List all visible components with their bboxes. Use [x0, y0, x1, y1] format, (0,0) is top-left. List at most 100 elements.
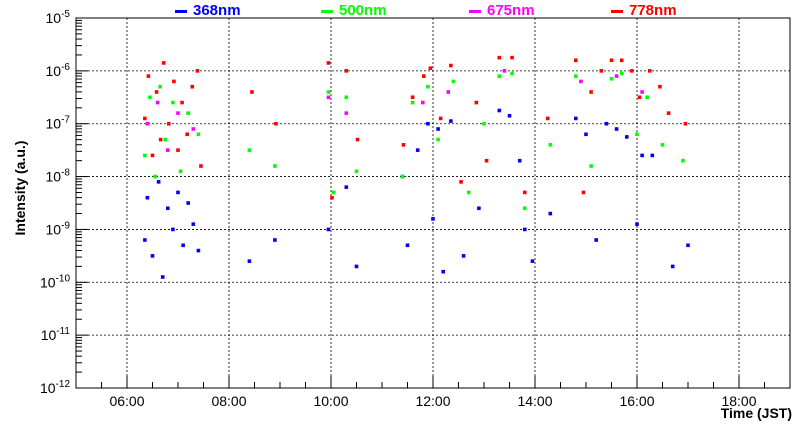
- point-368nm: [650, 153, 655, 158]
- point-778nm: [637, 95, 642, 100]
- point-500nm: [497, 74, 502, 78]
- point-368nm: [625, 135, 629, 139]
- point-500nm: [196, 132, 201, 137]
- point-368nm: [405, 243, 410, 248]
- point-368nm: [530, 259, 535, 263]
- point-500nm: [426, 84, 430, 89]
- point-368nm: [635, 222, 639, 226]
- point-778nm: [330, 195, 334, 200]
- point-675nm: [446, 90, 451, 94]
- x-tick-label: 06:00: [109, 393, 144, 409]
- point-368nm: [186, 201, 190, 205]
- x-tick-label: 16:00: [619, 393, 654, 409]
- point-500nm: [410, 100, 415, 105]
- legend-item-500nm: 500nm: [321, 2, 387, 19]
- point-500nm: [635, 132, 639, 137]
- point-778nm: [190, 84, 195, 89]
- point-368nm: [176, 190, 180, 195]
- point-368nm: [548, 211, 553, 216]
- legend-label-675nm: 675nm: [487, 2, 535, 19]
- y-tick-label: 10-5: [46, 9, 71, 26]
- point-778nm: [180, 100, 184, 105]
- point-500nm: [171, 100, 175, 105]
- point-500nm: [163, 137, 168, 142]
- point-778nm: [274, 121, 278, 126]
- point-778nm: [523, 190, 527, 195]
- y-axis-label: Intensity (a.u.): [12, 140, 28, 236]
- x-axis-label: Time (JST): [720, 405, 792, 421]
- legend-item-368nm: 368nm: [175, 2, 241, 19]
- point-778nm: [545, 116, 550, 121]
- point-368nm: [477, 206, 481, 211]
- legend-swatch-368nm: [175, 9, 187, 13]
- point-368nm: [160, 275, 165, 279]
- point-500nm: [247, 148, 252, 152]
- point-368nm: [584, 132, 588, 137]
- y-tick-label: 10-9: [46, 220, 71, 237]
- point-778nm: [589, 90, 593, 94]
- point-500nm: [619, 71, 624, 76]
- point-500nm: [589, 164, 593, 168]
- point-500nm: [466, 190, 471, 195]
- point-500nm: [158, 84, 162, 89]
- y-tick-label: 10-11: [41, 326, 71, 343]
- point-778nm: [195, 69, 200, 73]
- point-368nm: [247, 259, 252, 263]
- point-500nm: [153, 174, 157, 179]
- point-368nm: [156, 180, 161, 184]
- point-368nm: [273, 238, 277, 242]
- point-778nm: [355, 137, 360, 142]
- point-675nm: [579, 79, 583, 84]
- point-500nm: [681, 158, 685, 163]
- legend-item-778nm: 778nm: [611, 2, 677, 19]
- point-500nm: [331, 190, 336, 195]
- point-778nm: [167, 121, 171, 126]
- point-368nm: [426, 121, 430, 126]
- point-500nm: [178, 169, 183, 174]
- point-675nm: [191, 127, 196, 131]
- point-778nm: [401, 143, 406, 147]
- legend-label-778nm: 778nm: [629, 2, 677, 19]
- point-500nm: [344, 95, 349, 100]
- legend-swatch-500nm: [321, 9, 333, 13]
- point-368nm: [354, 264, 359, 269]
- point-778nm: [344, 69, 349, 73]
- x-tick-label: 10:00: [313, 393, 348, 409]
- legend-swatch-675nm: [469, 9, 481, 13]
- x-tick-label: 18:00: [721, 393, 756, 409]
- point-778nm: [172, 79, 176, 84]
- y-tick-label: 10-6: [46, 62, 71, 79]
- point-500nm: [143, 153, 147, 158]
- point-778nm: [666, 111, 671, 115]
- data-points: [143, 55, 690, 279]
- point-778nm: [599, 69, 604, 73]
- point-675nm: [502, 69, 507, 73]
- point-368nm: [594, 238, 598, 242]
- point-368nm: [150, 254, 155, 258]
- point-368nm: [344, 185, 349, 189]
- point-368nm: [497, 108, 502, 113]
- x-tick-label: 12:00: [415, 393, 450, 409]
- point-500nm: [523, 206, 527, 211]
- point-500nm: [574, 74, 578, 78]
- point-368nm: [574, 116, 578, 121]
- axis-ticks: 10-12 10-11 10-10 10-9 10-8 10-7 10-6 10-5 06:00…: [40, 9, 791, 409]
- point-778nm: [510, 55, 514, 60]
- point-500nm: [645, 95, 649, 100]
- point-500nm: [660, 143, 665, 147]
- point-500nm: [436, 137, 440, 142]
- point-368nm: [181, 243, 185, 248]
- point-778nm: [449, 63, 453, 68]
- point-778nm: [146, 74, 151, 78]
- legend-label-368nm: 368nm: [193, 2, 241, 19]
- point-500nm: [482, 121, 486, 126]
- point-368nm: [604, 121, 609, 126]
- point-368nm: [441, 269, 445, 274]
- point-368nm: [686, 243, 690, 248]
- point-368nm: [431, 217, 435, 221]
- y-tick-label: 10-7: [46, 115, 71, 132]
- point-368nm: [143, 238, 147, 242]
- point-368nm: [640, 153, 644, 158]
- point-778nm: [199, 164, 203, 168]
